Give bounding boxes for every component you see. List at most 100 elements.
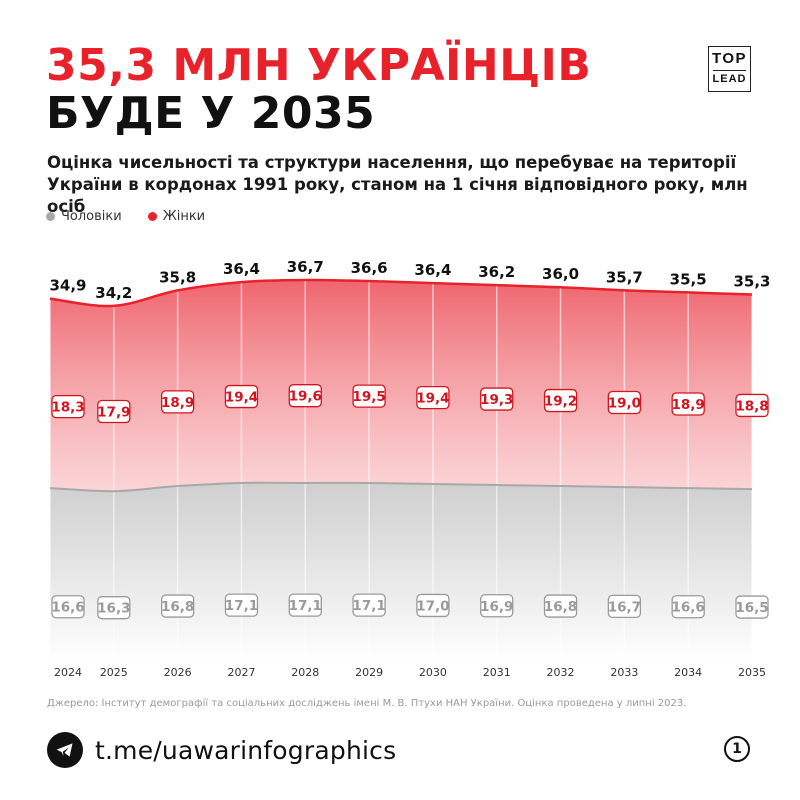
title-line-2: БУДЕ У 2035 <box>46 88 376 139</box>
total-label: 35,7 <box>606 268 643 286</box>
women-value-label-text: 19,2 <box>544 394 577 410</box>
legend-label-women: Жінки <box>162 209 206 224</box>
men-value-label-box <box>671 595 705 619</box>
men-value-label: 17,0 <box>416 593 450 618</box>
women-value-label: 18,9 <box>160 390 195 414</box>
logo-bottom-text: LEAD <box>712 73 747 86</box>
men-value-label-text: 16,6 <box>51 600 84 616</box>
women-value-label-box <box>352 384 386 408</box>
women-value-label: 19,6 <box>289 384 322 408</box>
men-value-label-text: 16,9 <box>480 599 513 615</box>
total-label: 35,8 <box>159 268 196 286</box>
x-tick-label: 2026 <box>164 666 192 679</box>
women-value-label: 19,2 <box>543 388 578 413</box>
top-lead-logo: TOP LEAD <box>708 46 751 92</box>
women-value-label-text: 19,0 <box>608 395 641 411</box>
x-tick-label: 2035 <box>738 666 766 679</box>
men-value-label-box <box>97 596 131 620</box>
women-value-label-box <box>543 388 578 413</box>
women-value-label-text: 18,9 <box>672 397 705 413</box>
women-value-label: 18,3 <box>51 394 85 419</box>
telegram-icon[interactable] <box>47 732 83 768</box>
x-tick-label: 2028 <box>291 666 319 679</box>
x-tick-label: 2025 <box>100 666 128 679</box>
legend-dot-men <box>46 212 55 221</box>
women-value-label-box <box>607 390 642 415</box>
women-value-label: 17,9 <box>97 399 131 424</box>
men-value-label-box <box>352 593 386 617</box>
women-value-label-text: 18,3 <box>51 400 84 416</box>
legend-item-women: Жінки <box>147 209 206 224</box>
total-label: 36,0 <box>542 265 579 283</box>
men-value-label: 17,1 <box>352 593 386 617</box>
men-value-label: 16,6 <box>671 595 705 619</box>
x-tick-label: 2033 <box>610 666 638 679</box>
men-value-label-text: 17,1 <box>289 598 322 614</box>
logo-top-text: TOP <box>711 50 748 67</box>
women-value-label: 19,0 <box>607 390 642 415</box>
legend-label-men: Чоловіки <box>61 209 122 224</box>
men-value-label: 16,8 <box>543 594 578 618</box>
women-value-label-text: 19,4 <box>225 390 258 406</box>
men-value-label: 16,9 <box>480 594 513 618</box>
women-value-label-box <box>160 390 195 414</box>
men-value-label-box <box>543 594 578 618</box>
men-line <box>49 481 753 493</box>
legend-item-men: Чоловіки <box>46 209 122 224</box>
page-number-badge: 1 <box>724 736 750 762</box>
men-value-label-text: 17,1 <box>225 598 258 614</box>
total-label: 36,7 <box>287 258 324 276</box>
men-value-label: 16,8 <box>160 594 195 618</box>
men-value-label-text: 16,8 <box>161 599 194 615</box>
women-value-label-box <box>480 387 514 411</box>
men-value-label-box <box>160 594 195 618</box>
x-tick-label: 2034 <box>674 666 702 679</box>
women-value-label-text: 19,3 <box>480 392 513 408</box>
total-label: 36,6 <box>351 259 388 277</box>
women-value-label-text: 19,5 <box>352 389 385 405</box>
title-line-1: 35,3 МЛН УКРАЇНЦІВ <box>46 40 592 91</box>
total-label: 35,5 <box>670 270 707 288</box>
men-value-label-text: 16,3 <box>97 601 130 617</box>
women-value-label-box <box>735 393 769 418</box>
total-label: 34,2 <box>95 284 132 302</box>
men-value-label-text: 17,1 <box>352 598 385 614</box>
women-value-label-text: 18,9 <box>161 395 194 411</box>
men-value-label: 16,3 <box>97 596 131 620</box>
men-value-label-text: 16,5 <box>735 600 768 616</box>
women-value-label-box <box>224 384 259 409</box>
total-line <box>49 278 753 308</box>
x-tick-label: 2027 <box>227 666 255 679</box>
subtitle: Оцінка чисельності та структури населенн… <box>47 153 748 216</box>
women-value-label: 19,3 <box>480 387 514 411</box>
women-value-label: 19,4 <box>416 385 450 410</box>
women-value-label-box <box>97 399 131 424</box>
logo-divider <box>713 70 746 72</box>
men-value-label: 17,1 <box>224 593 259 617</box>
women-value-label-text: 19,6 <box>289 389 322 405</box>
men-value-label-text: 16,8 <box>544 599 577 615</box>
men-value-label-box <box>51 595 85 619</box>
total-label: 34,9 <box>49 277 86 295</box>
women-value-label: 18,9 <box>671 392 705 416</box>
men-value-label: 17,1 <box>289 593 322 617</box>
men-value-label-box <box>735 595 769 619</box>
women-value-label-box <box>416 385 450 410</box>
women-value-label-text: 19,4 <box>416 391 449 407</box>
men-value-label-box <box>416 593 450 618</box>
telegram-channel-link[interactable]: t.me/uawarinfographics <box>95 735 397 765</box>
men-value-label: 16,6 <box>51 595 85 619</box>
x-tick-label: 2024 <box>54 666 82 679</box>
source-note: Джерело: Інститут демографії та соціальн… <box>47 698 687 709</box>
legend: Чоловіки Жінки <box>46 209 205 224</box>
men-value-label-text: 17,0 <box>416 598 449 614</box>
population-chart: 34,9 18,3 16,6 2024 34,2 17,9 16,3 2025 35,8 18,9… <box>49 258 771 679</box>
men-value-label-box <box>224 593 259 617</box>
total-label: 36,4 <box>414 261 451 279</box>
men-value-label: 16,5 <box>735 595 769 619</box>
x-tick-label: 2029 <box>355 666 383 679</box>
footer: t.me/uawarinfographics <box>47 732 396 768</box>
legend-dot-women <box>147 212 157 221</box>
women-value-label-box <box>671 392 705 416</box>
men-value-label: 16,7 <box>608 594 641 619</box>
